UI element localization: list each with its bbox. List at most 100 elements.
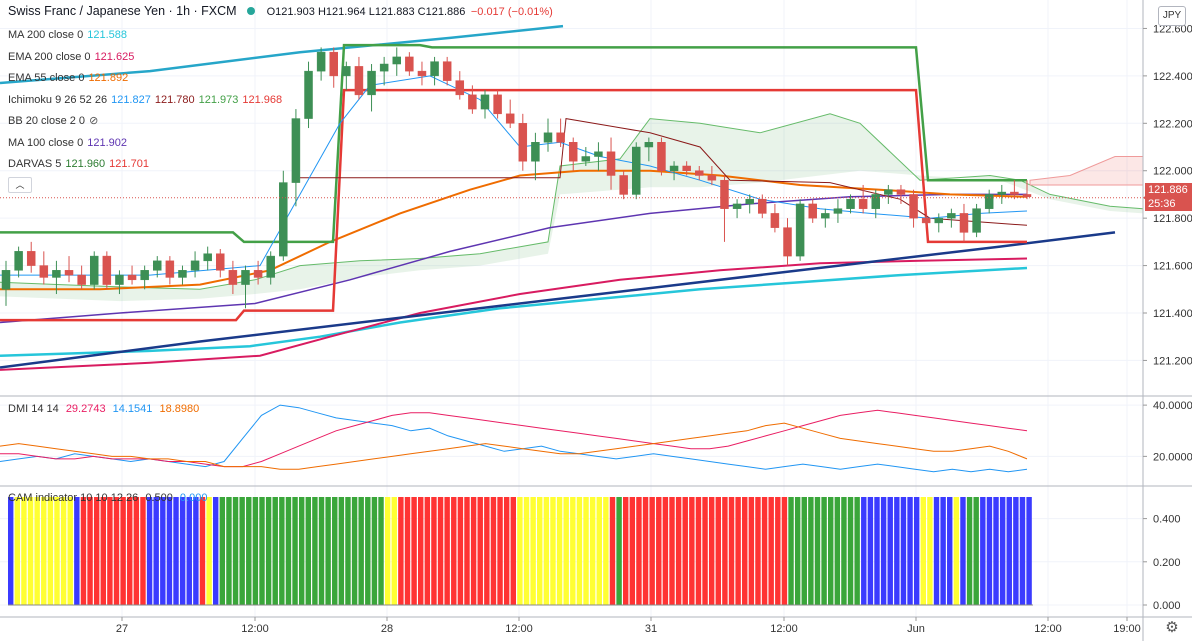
gear-icon[interactable]: ⚙ [1165,619,1179,636]
cam-bar [431,497,437,605]
cam-bar [907,497,913,605]
trendline [0,231,1116,369]
cam-bar [530,497,536,605]
candle-body [543,132,553,143]
cam-bar [880,497,887,605]
cam-bar [662,497,669,605]
dmi-pane[interactable] [0,404,1028,473]
candle-body [216,253,225,271]
legend-row[interactable]: Ichimoku 9 26 52 26 121.827 121.780 121.973… [8,94,282,107]
cam-bar [14,497,21,605]
x-tick-label: 28 [381,623,393,635]
cam-bar [133,497,140,605]
cam-bar [656,497,662,605]
cam-bar [649,497,655,605]
cam-bar [616,497,622,605]
legend-value: 121.827 [111,93,151,106]
dmi-line-di [0,409,1028,468]
cam-bar [497,497,503,605]
legend-row[interactable]: BB 20 close 2 0 ⊘ [8,115,98,128]
legend-value: 121.973 [198,93,239,106]
cam-bar [556,497,563,605]
chevron-up-icon[interactable]: ︿ [8,177,32,193]
cam-bar [398,497,404,605]
candle-body [480,94,490,110]
candle-body [858,198,868,209]
cam-bar [93,497,100,605]
legend-row[interactable]: EMA 200 close 0 121.625 [8,51,134,64]
cam-bar [636,497,642,605]
cam-bar [623,497,629,605]
candle-body [631,146,641,195]
candle-body [568,142,578,162]
cam-bar [913,497,920,605]
legend-row[interactable]: DARVAS 5 121.960 121.701 [8,158,149,171]
candle-body [291,118,301,183]
candle-body [455,80,465,96]
dmi-tick-label: 20.0000 [1153,451,1192,463]
cam-bar [629,497,636,605]
legend-row[interactable]: EMA 55 close 0 121.892 [8,72,128,85]
candle-body [442,61,452,81]
cam-bar [993,497,999,605]
candle-body [531,142,540,162]
cam-bar [642,497,649,605]
cam-bar [781,497,788,605]
cam-tick-label: 0.400 [1153,514,1181,526]
cam-bar [854,497,860,605]
candle-body [770,213,780,228]
main-price-pane[interactable] [0,24,1144,371]
cam-bar [675,497,682,605]
dmi-legend[interactable]: DMI 14 14 29.2743 14.1541 18.8980 [8,403,199,416]
symbol-title[interactable]: Swiss Franc / Japanese Yen · 1h · FXCM [8,4,237,18]
cam-bar [808,497,814,605]
cam-bar [768,497,774,605]
cam-bar [477,497,483,605]
cam-bar [517,497,523,605]
cam-bar [27,497,34,605]
cam-bar [457,497,464,605]
cam-bar [213,497,219,605]
cam-legend[interactable]: CAM indicator 10 10 12 26 0.500 0.000 [8,492,207,505]
x-tick-label: 12:00 [1034,623,1062,635]
cam-bar [953,497,960,605]
candle-body [669,165,679,171]
cam-bar [67,497,73,605]
cam-bar [451,497,457,605]
x-tick-label: 12:00 [505,623,533,635]
cam-bar [973,497,979,605]
cam-bar [252,497,259,605]
candle-body [1010,191,1019,195]
cam-bar [292,497,298,605]
legend-row[interactable]: MA 200 close 0 121.588 [8,29,127,42]
cam-bar [120,497,126,605]
cam-bar [279,497,285,605]
y-tick-label: 121.200 [1153,355,1192,367]
cam-bar [298,497,305,605]
y-tick-label: 121.800 [1153,213,1192,225]
cam-bar [761,497,768,605]
candle-body [367,70,376,96]
legend-value: 121.588 [87,29,127,41]
cam-pane[interactable] [8,497,1033,606]
cam-bar [265,497,272,605]
cam-bar [193,497,199,605]
candle-body [89,255,99,285]
cam-bar [708,497,715,605]
cam-bar [722,497,728,605]
candle-body [909,194,918,219]
eye-slash-icon[interactable]: ⊘ [89,115,99,127]
candle-body [392,56,402,65]
candle-body [972,208,981,233]
candle-body [846,198,855,209]
currency-badge[interactable]: JPY [1158,6,1186,26]
legend-label: BB 20 close 2 0 [8,115,86,127]
last-price-tag: 121.886 [1145,183,1192,198]
legend-row[interactable]: MA 100 close 0 121.902 [8,137,127,150]
upper-trendline [0,24,564,85]
candle-body [178,270,187,278]
symbol-header[interactable]: Swiss Franc / Japanese Yen · 1h · FXCM O1… [8,4,553,18]
ohlc-values: O121.903 H121.964 L121.883 C121.886 [266,6,466,18]
cam-bar [702,497,708,605]
